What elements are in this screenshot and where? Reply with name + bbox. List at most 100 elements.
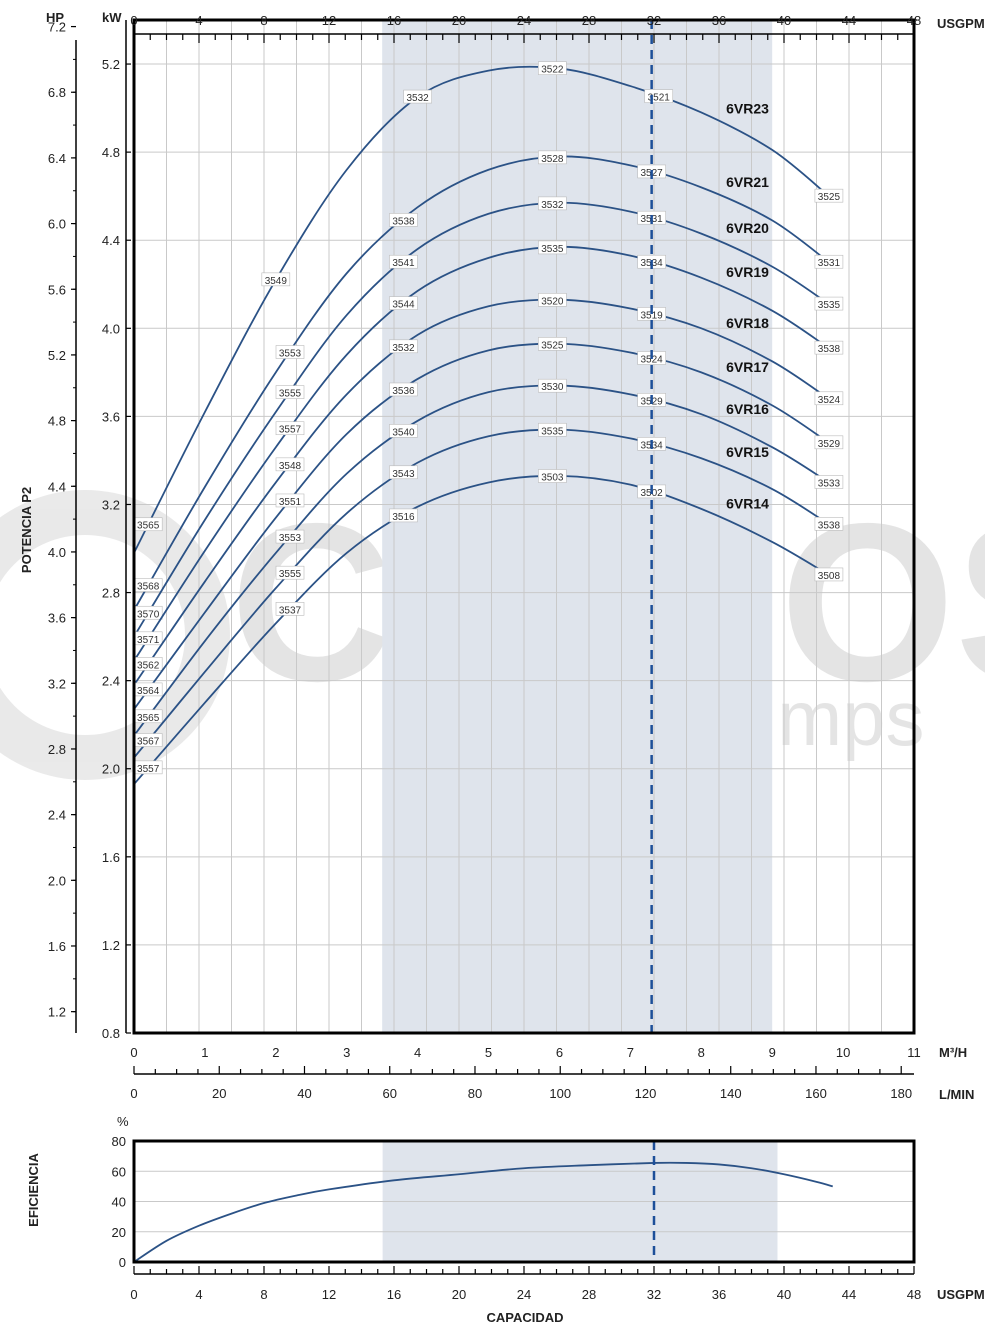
point-label-box	[389, 508, 418, 523]
point-label-box	[275, 457, 305, 472]
usgpm-tick-label-top: 20	[452, 13, 466, 28]
point-label-box	[814, 435, 844, 450]
point-label: 3568	[137, 582, 160, 593]
efficiency-tick-label: 20	[112, 1225, 126, 1240]
usgpm-tick-label-top: 24	[517, 13, 531, 28]
usgpm-tick-label-bottom: 32	[647, 1287, 661, 1302]
point-label-box	[275, 421, 305, 436]
hp-tick-label: 6.8	[48, 85, 66, 100]
usgpm-tick-label-top: 12	[322, 13, 336, 28]
usgpm-tick-label-top: 8	[260, 13, 267, 28]
model-label-6vr15: 6VR15	[726, 444, 769, 460]
model-label-6vr21: 6VR21	[726, 174, 769, 190]
usgpm-unit-label-top: USGPM	[937, 16, 985, 31]
m3h-tick-label: 11	[907, 1045, 921, 1060]
point-label-box	[814, 254, 844, 269]
point-label-box	[814, 567, 844, 582]
kw-tick-label: 1.2	[102, 938, 120, 953]
model-label-6vr18: 6VR18	[726, 315, 769, 331]
curve-line-6vr15	[133, 428, 830, 759]
usgpm-tick-label-bottom: 24	[517, 1287, 531, 1302]
hp-tick-label: 3.2	[48, 676, 66, 691]
point-label-box	[403, 89, 432, 104]
usgpm-tick-label-bottom: 44	[842, 1287, 856, 1302]
lmin-tick-label: 0	[130, 1086, 137, 1101]
lmin-unit-label: L/MIN	[939, 1087, 974, 1102]
hp-tick-label: 5.6	[48, 282, 66, 297]
point-label: 3565	[137, 713, 160, 724]
point-label-box	[275, 529, 305, 544]
point-label: 3536	[392, 386, 415, 397]
point-label: 3535	[818, 300, 841, 311]
point-label: 3555	[279, 389, 302, 400]
point-label-box	[538, 293, 567, 307]
usgpm-tick-label-top: 16	[387, 13, 401, 28]
point-label-box	[389, 296, 418, 310]
point-label-box	[538, 337, 567, 351]
hp-tick-label: 5.2	[48, 348, 66, 363]
efficiency-tick-label: 60	[112, 1164, 126, 1179]
point-label-box	[814, 516, 844, 531]
point-label: 3532	[392, 343, 415, 354]
m3h-tick-label: 9	[769, 1045, 776, 1060]
m3h-tick-label: 5	[485, 1045, 492, 1060]
point-label: 3553	[279, 349, 302, 360]
lmin-tick-label: 20	[212, 1086, 226, 1101]
model-label-6vr23: 6VR23	[726, 101, 769, 117]
point-label: 3516	[392, 512, 415, 523]
m3h-tick-label: 0	[130, 1045, 137, 1060]
kw-tick-label: 3.2	[102, 497, 120, 512]
usgpm-tick-label-bottom: 0	[130, 1287, 137, 1302]
point-label-box	[538, 150, 567, 165]
point-label: 3528	[541, 154, 564, 165]
kw-tick-label: 1.6	[102, 850, 120, 865]
lmin-tick-label: 40	[297, 1086, 311, 1101]
point-label-box	[538, 422, 567, 437]
model-label-6vr20: 6VR20	[726, 220, 769, 236]
point-label: 3521	[648, 93, 671, 104]
point-label: 3544	[392, 300, 415, 311]
m3h-tick-label: 6	[556, 1045, 563, 1060]
hp-tick-label: 1.2	[48, 1005, 66, 1020]
efficiency-chart-frame	[132, 1139, 916, 1264]
point-label-box	[275, 602, 305, 616]
point-label-box	[814, 391, 844, 406]
model-label-6vr16: 6VR16	[726, 401, 769, 417]
point-label: 3571	[137, 635, 160, 646]
point-label-box	[389, 254, 418, 269]
m3h-unit-label: M³/H	[939, 1045, 967, 1060]
m3h-tick-label: 2	[272, 1045, 279, 1060]
usgpm-tick-label-bottom: 36	[712, 1287, 726, 1302]
lmin-tick-label: 60	[383, 1086, 397, 1101]
usgpm-tick-label-top: 48	[907, 13, 921, 28]
curve-line-6vr14	[133, 474, 830, 785]
curve-6vr15: 3567355535433535353435386VR15	[133, 422, 844, 759]
point-label-box	[389, 424, 418, 438]
power-curves: 3565 3549 3532 3522 3521 3525 6VR23 3568 3553 353…	[133, 61, 844, 785]
point-label-box	[389, 213, 418, 227]
efficiency-tick-label: 40	[112, 1195, 126, 1210]
point-label-box	[389, 465, 418, 480]
m3h-tick-label: 8	[698, 1045, 705, 1060]
usgpm-tick-label-bottom: 16	[387, 1287, 401, 1302]
point-label: 3538	[818, 520, 841, 531]
point-label-box	[275, 565, 305, 580]
point-label: 3557	[279, 425, 302, 436]
m3h-tick-label: 1	[201, 1045, 208, 1060]
point-label-box	[814, 188, 844, 203]
point-label-box	[814, 340, 844, 355]
lmin-tick-label: 100	[549, 1086, 571, 1101]
point-label-box	[538, 240, 567, 255]
curve-line-6vr18	[133, 298, 830, 686]
point-label: 3533	[818, 478, 841, 489]
power-chart-axes: 0 4 8 12 16 20 24 28 32 36 40 44 480.81.21.62.02.42.…	[48, 13, 921, 1101]
hp-unit-label: HP	[46, 10, 64, 25]
curve-line-6vr20	[133, 201, 830, 638]
curve-6vr23: 3565 3549 3532 3522 3521 3525 6VR23	[133, 61, 844, 554]
point-label: 3541	[392, 258, 415, 269]
efficiency-tick-label: 0	[119, 1255, 126, 1270]
kw-tick-label: 5.2	[102, 57, 120, 72]
point-label: 3543	[392, 469, 415, 480]
